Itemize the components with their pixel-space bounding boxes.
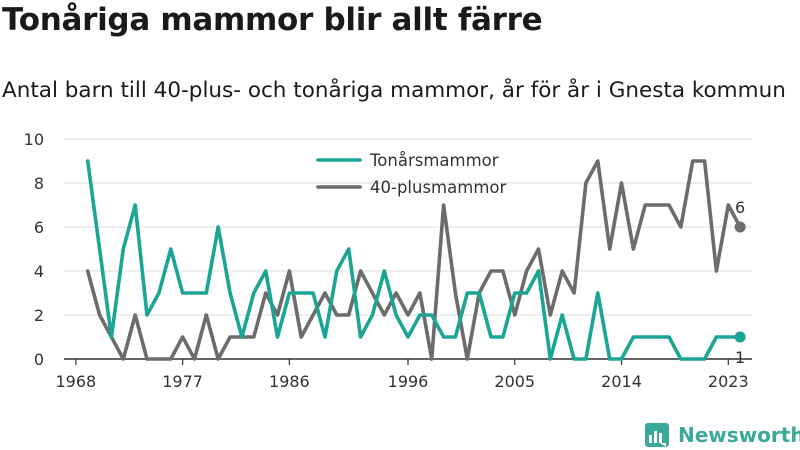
newsworthy-logo-icon <box>645 423 669 447</box>
y-tick-label: 4 <box>34 262 44 281</box>
series-end-label: 1 <box>735 348 745 367</box>
line-chart: 0 2 4 6 8 10 1968 1977 1986 1996 2005 2014 2023 1 6 Ton… <box>24 130 752 391</box>
chart-title: Tonåriga mammor blir allt färre <box>2 2 543 38</box>
x-tick-label: 1977 <box>162 372 203 391</box>
series-line-tonarsmammor <box>85 159 742 361</box>
y-tick-label: 0 <box>34 350 44 369</box>
y-tick-label: 6 <box>34 218 44 237</box>
series-end-point <box>734 221 746 233</box>
y-tick-label: 2 <box>34 306 44 325</box>
x-tick-label: 2014 <box>601 372 642 391</box>
legend-label: 40-plusmammor <box>370 178 506 197</box>
x-tick-label: 2005 <box>494 372 535 391</box>
y-tick-label: 10 <box>24 130 44 149</box>
series-line-40-plusmammor <box>85 159 742 361</box>
legend-label: Tonårsmammor <box>369 151 499 170</box>
brand-logo: Newsworthy <box>644 420 800 450</box>
series-end-label: 6 <box>735 198 745 217</box>
x-tick-label: 1968 <box>56 372 97 391</box>
y-tick-label: 8 <box>34 174 44 193</box>
x-tick-label: 2023 <box>708 372 749 391</box>
brand-name: Newsworthy <box>678 423 800 447</box>
series-end-point <box>734 331 746 343</box>
chart-subtitle: Antal barn till 40-plus- och tonåriga ma… <box>2 78 786 103</box>
x-tick-label: 1986 <box>269 372 310 391</box>
x-tick-label: 1996 <box>388 372 429 391</box>
